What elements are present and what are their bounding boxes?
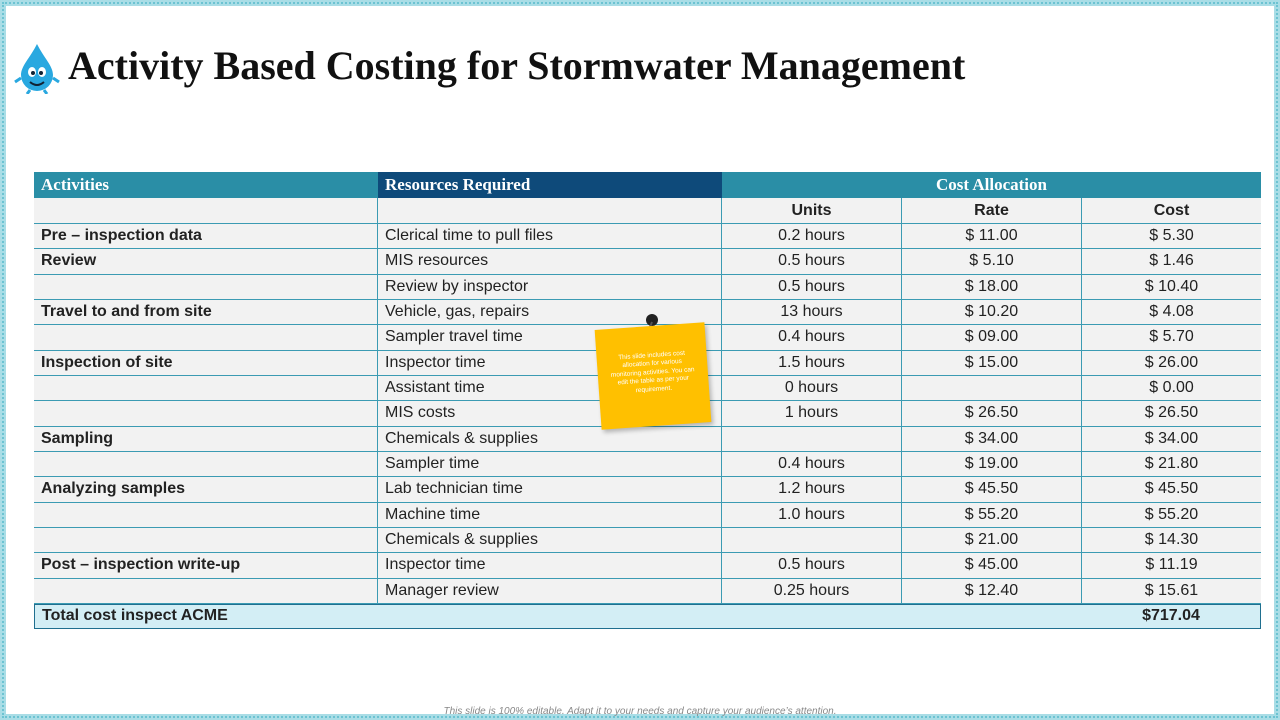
table-cell xyxy=(34,527,378,554)
table-cell: 0 hours xyxy=(722,375,902,402)
table-cell xyxy=(902,375,1082,402)
table-cell: Analyzing samples xyxy=(34,477,378,503)
table-cell: $ 34.00 xyxy=(902,426,1082,452)
header-cell: Activities xyxy=(34,172,378,198)
table-cell: 0.5 hours xyxy=(722,553,902,579)
table-cell: Review by inspector xyxy=(378,274,722,300)
table-cell: $ 11.19 xyxy=(1082,553,1261,579)
table-cell: $ 21.80 xyxy=(1082,451,1261,478)
title: Activity Based Costing for Stormwater Ma… xyxy=(68,43,966,88)
table-cell xyxy=(34,578,378,604)
table-cell: $ 5.30 xyxy=(1082,224,1261,250)
table-cell: 1.5 hours xyxy=(722,350,902,376)
table-cell xyxy=(34,274,378,300)
table-cell: 1.2 hours xyxy=(722,477,902,503)
subheader-cell xyxy=(34,198,378,224)
table-cell: Sampling xyxy=(34,426,378,452)
table-cell: Review xyxy=(34,249,378,275)
table-cell: $ 55.20 xyxy=(1082,502,1261,528)
table-cell: $ 19.00 xyxy=(902,451,1082,478)
table-cell: $ 45.00 xyxy=(902,553,1082,579)
table-cell: Travel to and from site xyxy=(34,299,378,326)
table-cell: $ 21.00 xyxy=(902,527,1082,554)
total-label: Total cost inspect ACME xyxy=(34,603,1082,629)
table-cell xyxy=(34,451,378,478)
table-cell: Machine time xyxy=(378,502,722,528)
table-cell: $ 5.70 xyxy=(1082,325,1261,351)
table-cell: Sampler time xyxy=(378,451,722,478)
table-cell xyxy=(34,325,378,351)
table-cell xyxy=(34,375,378,402)
table-cell: Clerical time to pull files xyxy=(378,224,722,250)
table-cell: Chemicals & supplies xyxy=(378,527,722,554)
table-cell: $ 15.61 xyxy=(1082,578,1261,604)
table-cell xyxy=(34,502,378,528)
table-cell: $ 26.50 xyxy=(1082,401,1261,427)
table-cell: Inspection of site xyxy=(34,350,378,376)
table-cell xyxy=(722,426,902,452)
table-cell: $ 09.00 xyxy=(902,325,1082,351)
table-cell: $ 10.20 xyxy=(902,299,1082,326)
table-cell: Lab technician time xyxy=(378,477,722,503)
table-cell: Vehicle, gas, repairs xyxy=(378,299,722,326)
table-cell: $ 18.00 xyxy=(902,274,1082,300)
table-cell: $ 26.50 xyxy=(902,401,1082,427)
table-cell: $ 15.00 xyxy=(902,350,1082,376)
table-cell: 13 hours xyxy=(722,299,902,326)
table-cell: 0.5 hours xyxy=(722,274,902,300)
table-cell: 0.25 hours xyxy=(722,578,902,604)
table-cell: $ 55.20 xyxy=(902,502,1082,528)
table-cell: $ 11.00 xyxy=(902,224,1082,250)
table-cell: $ 45.50 xyxy=(1082,477,1261,503)
table-cell: Post – inspection write-up xyxy=(34,553,378,579)
table-cell: $ 5.10 xyxy=(902,249,1082,275)
table-cell: $ 0.00 xyxy=(1082,375,1261,402)
table-cell: MIS resources xyxy=(378,249,722,275)
subheader-cell: Units xyxy=(722,198,902,224)
subheader-cell xyxy=(378,198,722,224)
table-cell: 0.4 hours xyxy=(722,325,902,351)
table-cell: $ 10.40 xyxy=(1082,274,1261,300)
header-cell: Resources Required xyxy=(378,172,722,198)
table-cell: Inspector time xyxy=(378,553,722,579)
table-cell: $ 26.00 xyxy=(1082,350,1261,376)
table-cell xyxy=(722,527,902,554)
table-cell: 0.5 hours xyxy=(722,249,902,275)
table-cell: $ 34.00 xyxy=(1082,426,1261,452)
table-cell: 1 hours xyxy=(722,401,902,427)
header-cell: Cost Allocation xyxy=(722,172,1261,198)
table-cell: $ 12.40 xyxy=(902,578,1082,604)
table-cell: 0.2 hours xyxy=(722,224,902,250)
total-cost: $717.04 xyxy=(1082,603,1261,629)
footer: This slide is 100% editable. Adapt it to… xyxy=(443,706,837,717)
droplet-icon xyxy=(14,44,60,94)
subheader-cell: Cost xyxy=(1082,198,1261,224)
table-cell: $ 45.50 xyxy=(902,477,1082,503)
table-cell: Manager review xyxy=(378,578,722,604)
table-cell: $ 14.30 xyxy=(1082,527,1261,554)
table-cell: 1.0 hours xyxy=(722,502,902,528)
table-cell: $ 1.46 xyxy=(1082,249,1261,275)
table-cell: Chemicals & supplies xyxy=(378,426,722,452)
table-cell: 0.4 hours xyxy=(722,451,902,478)
table-cell: $ 4.08 xyxy=(1082,299,1261,326)
table-cell: Pre – inspection data xyxy=(34,224,378,250)
table-cell xyxy=(34,401,378,427)
subheader-cell: Rate xyxy=(902,198,1082,224)
sticky-note: This slide includes cost allocation for … xyxy=(594,322,712,430)
